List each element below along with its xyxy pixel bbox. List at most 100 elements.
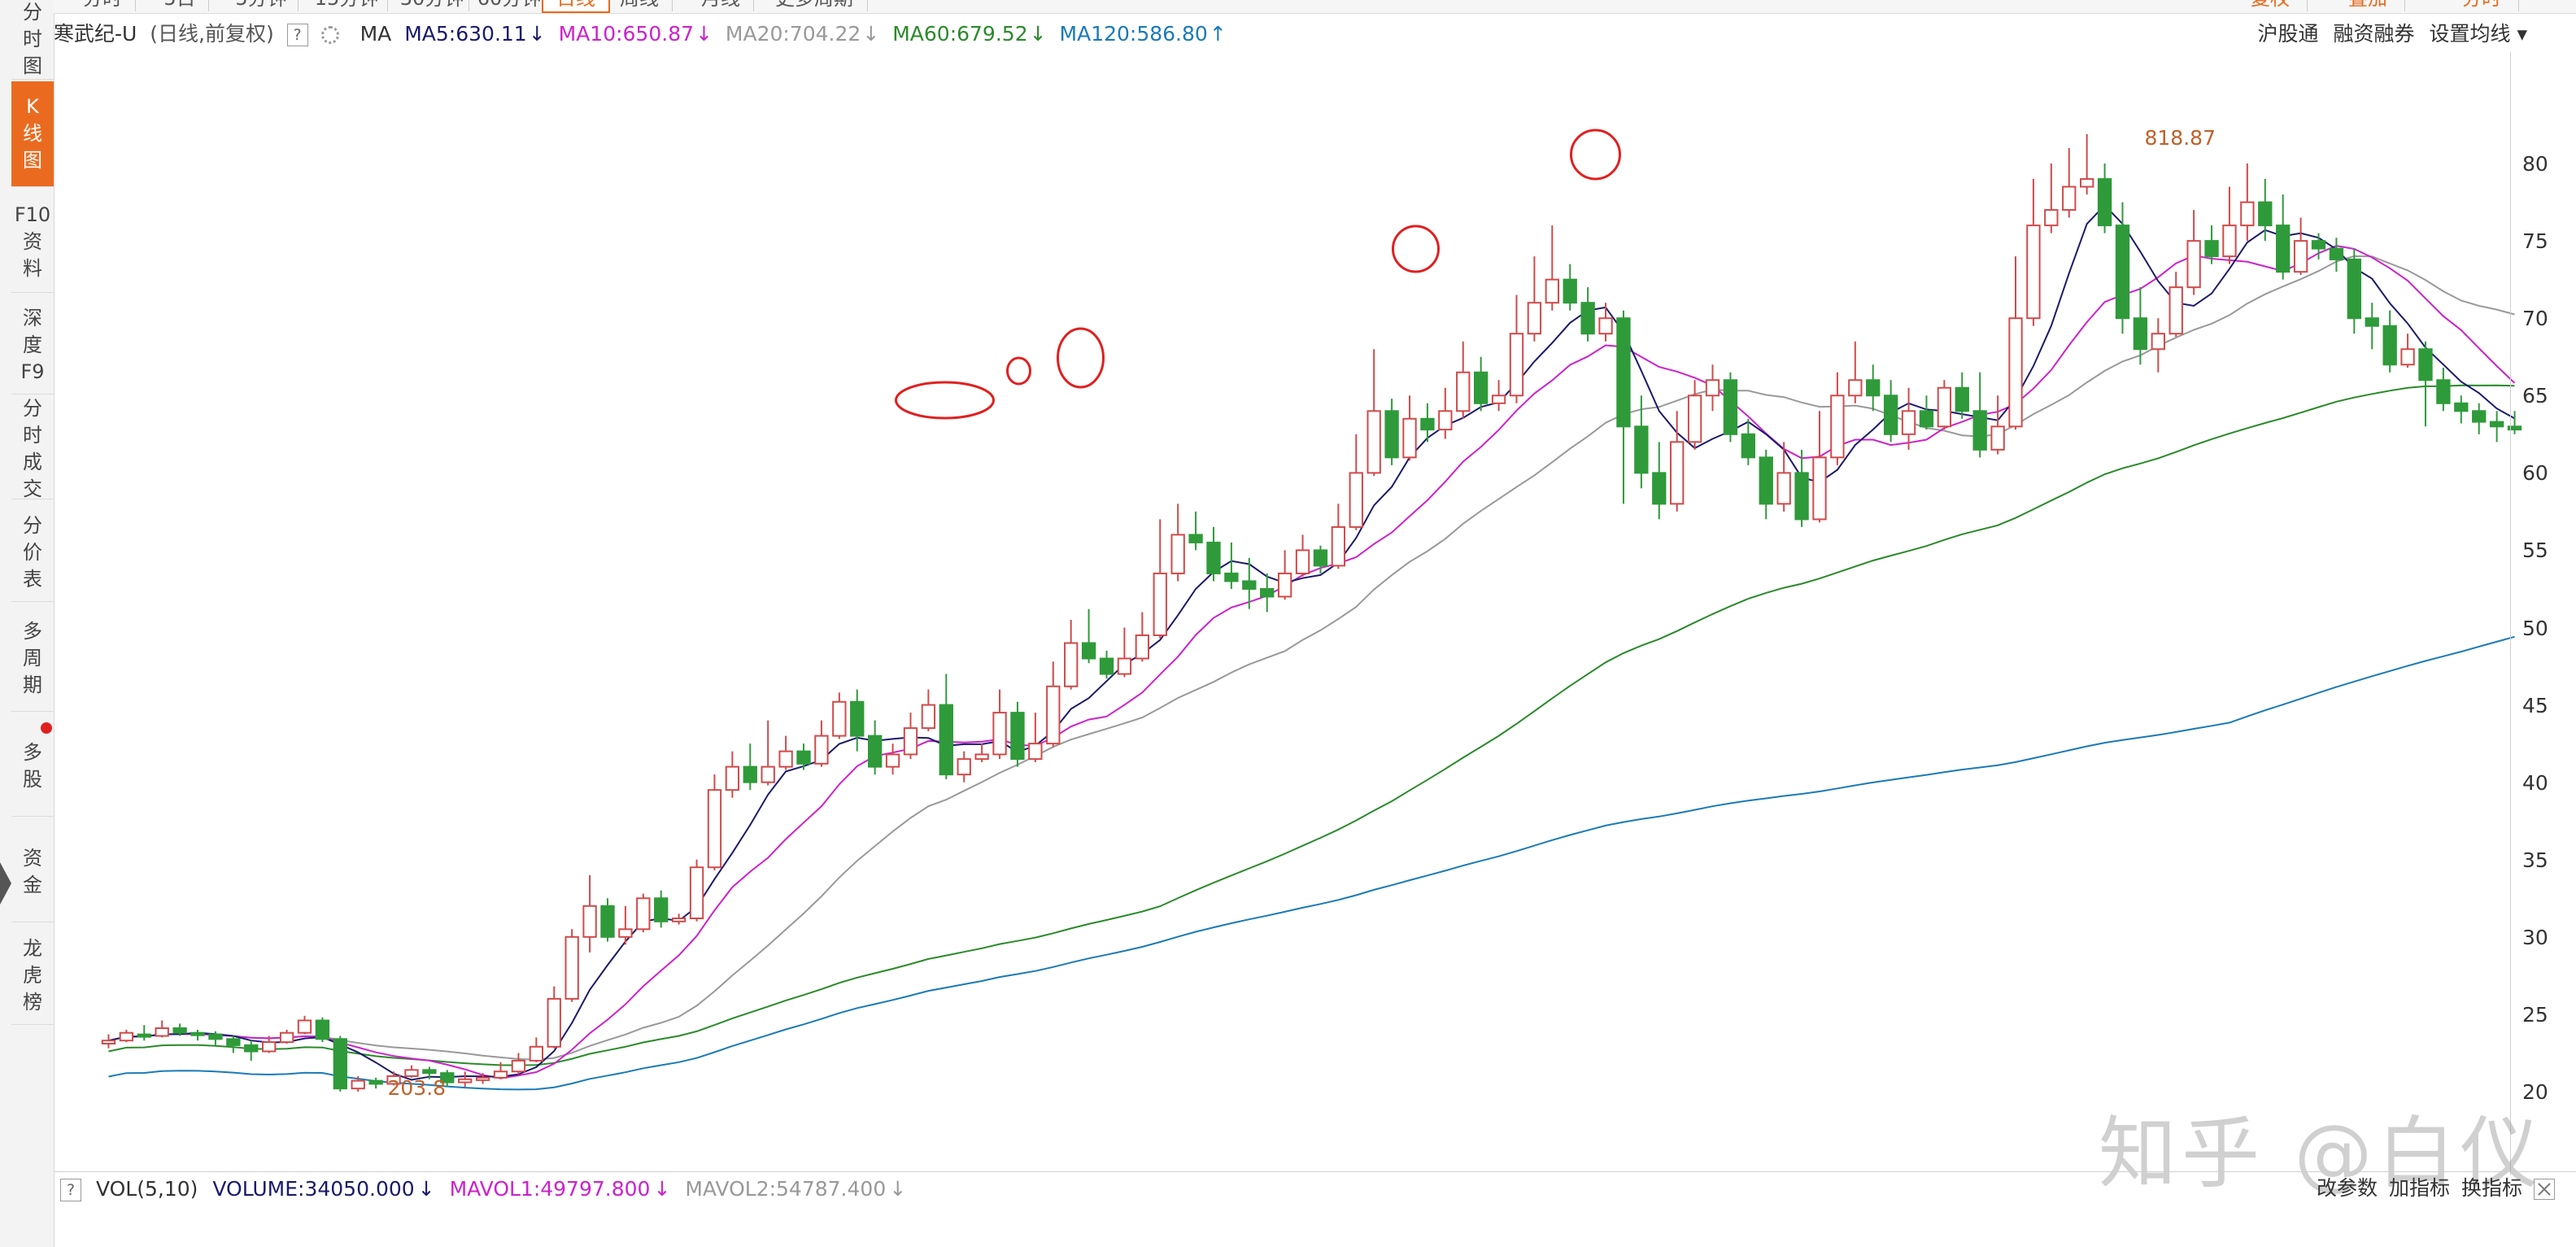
right-link-1[interactable]: 融资融券: [2333, 22, 2415, 46]
candle-body: [832, 700, 847, 737]
candle-body: [1598, 317, 1613, 335]
top-right-button-1[interactable]: 叠加: [2331, 0, 2405, 11]
candle-body: [190, 1031, 205, 1036]
ma10-line: [108, 245, 2516, 1079]
right-link-2[interactable]: 设置均线 ▾: [2429, 22, 2528, 46]
sidebar-item-4[interactable]: 分时成交: [11, 397, 54, 500]
tab-7[interactable]: 周线: [607, 0, 673, 11]
candle-body: [885, 753, 900, 768]
candle-body: [1456, 371, 1471, 412]
sidebar-item-char: 资: [23, 230, 42, 253]
ma20-line: [108, 255, 2515, 1061]
sidebar-item-0[interactable]: 分时图: [11, 0, 54, 80]
volume-button-0[interactable]: 改参数: [2316, 1176, 2378, 1200]
period-tabs: 分时 5日 5分钟 15分钟 30分钟 60分钟日线周线 月线更多周期 复权 叠加 分时: [54, 0, 2576, 14]
gear-icon[interactable]: [320, 26, 339, 44]
sidebar-item-char: 价: [23, 541, 42, 564]
candle-body: [1634, 425, 1649, 474]
tab-0[interactable]: 分时: [70, 0, 136, 11]
sidebar-item-char: 交: [23, 477, 42, 500]
candle-body: [386, 1075, 401, 1085]
candle-body: [333, 1038, 347, 1090]
top-right-button-0[interactable]: 复权: [2234, 0, 2308, 11]
candle-body: [1473, 371, 1489, 404]
candle-body: [2062, 185, 2077, 211]
candle-body: [137, 1033, 151, 1038]
red-annotation-circle: [1392, 225, 1440, 273]
volume-button-1[interactable]: 加指标: [2388, 1176, 2450, 1200]
tab-6[interactable]: 日线: [542, 0, 610, 13]
candle-body: [654, 897, 669, 922]
vol-help-icon[interactable]: ?: [60, 1179, 81, 1201]
candle-body: [1723, 379, 1738, 435]
tab-9[interactable]: 更多周期: [761, 0, 868, 11]
help-icon[interactable]: ?: [286, 24, 308, 46]
y-tick-label: 30: [2522, 925, 2548, 949]
candle-body: [1206, 541, 1221, 574]
candle-body: [1295, 549, 1310, 574]
close-icon[interactable]: [2534, 1179, 2555, 1200]
candle-body: [2472, 410, 2487, 423]
candle-body: [850, 700, 865, 737]
candle-body: [1955, 386, 1969, 412]
y-tick-label: 55: [2522, 538, 2548, 563]
candle-body: [796, 750, 811, 765]
sidebar-item-char: 龙: [23, 937, 42, 960]
tab-4[interactable]: 30分钟: [395, 0, 469, 11]
candle-body: [1313, 549, 1328, 567]
tab-1[interactable]: 5日: [151, 0, 209, 11]
candle-body: [1366, 410, 1381, 474]
candle-body: [1990, 425, 2005, 451]
candle-body: [1848, 379, 1863, 397]
sidebar-item-char: K: [26, 95, 39, 118]
sidebar-item-5[interactable]: 分价表: [11, 504, 54, 602]
candle-body: [2204, 240, 2219, 258]
sidebar-item-char: 分: [23, 514, 42, 537]
candle-body: [2436, 379, 2451, 404]
sidebar-item-6[interactable]: 多周期: [11, 606, 54, 712]
sidebar-item-char: F10: [14, 203, 51, 226]
right-link-0[interactable]: 沪股通: [2257, 22, 2319, 46]
candle-body: [2186, 240, 2201, 289]
adjust-mode[interactable]: (日线,前复权): [150, 22, 274, 46]
ma5-arrow: ↓: [528, 22, 546, 46]
top-right-button-2[interactable]: 分时: [2445, 0, 2519, 11]
candle-body: [1687, 395, 1702, 443]
candle-body: [172, 1027, 187, 1034]
candle-body: [1616, 317, 1631, 428]
red-annotation-circle: [895, 381, 995, 420]
sidebar-item-8[interactable]: 资金: [11, 822, 54, 922]
candle-body: [671, 917, 686, 922]
volume-button-2[interactable]: 换指标: [2460, 1176, 2522, 1200]
collapse-arrow-icon[interactable]: [0, 862, 11, 905]
candle-body: [1491, 395, 1506, 404]
candle-body: [1830, 395, 1845, 459]
sidebar-item-char: 多: [23, 620, 42, 643]
ma20-value: MA20:704.22: [725, 22, 861, 46]
candle-body: [1545, 278, 1559, 304]
sidebar-item-char: 图: [23, 149, 42, 172]
tab-3[interactable]: 15分钟: [306, 0, 388, 11]
sidebar-item-2[interactable]: F10 资料: [11, 192, 54, 293]
candle-body: [1153, 572, 1167, 637]
candle-body: [1509, 333, 1524, 397]
sidebar-item-char: 榜: [23, 991, 42, 1014]
high-price-label: 818.87: [2145, 126, 2216, 150]
sidebar-item-3[interactable]: 深度 F9: [11, 297, 54, 395]
candle-body: [939, 704, 953, 776]
candle-body: [725, 765, 740, 791]
sidebar-item-9[interactable]: 龙虎榜: [11, 927, 54, 1025]
tab-5[interactable]: 60分钟: [477, 0, 543, 11]
mavol2-value: MAVOL2:54787.400: [685, 1177, 887, 1201]
candle-body: [1652, 472, 1667, 505]
tab-8[interactable]: 月线: [688, 0, 754, 11]
candle-body: [2115, 225, 2130, 320]
candle-body: [2044, 209, 2059, 227]
ma60-value: MA60:679.52: [892, 22, 1028, 46]
low-price-label: 203.8: [388, 1076, 447, 1100]
sidebar-item-7[interactable]: 多股: [11, 716, 54, 817]
candle-body: [1010, 712, 1025, 761]
tab-2[interactable]: 5分钟: [224, 0, 299, 11]
